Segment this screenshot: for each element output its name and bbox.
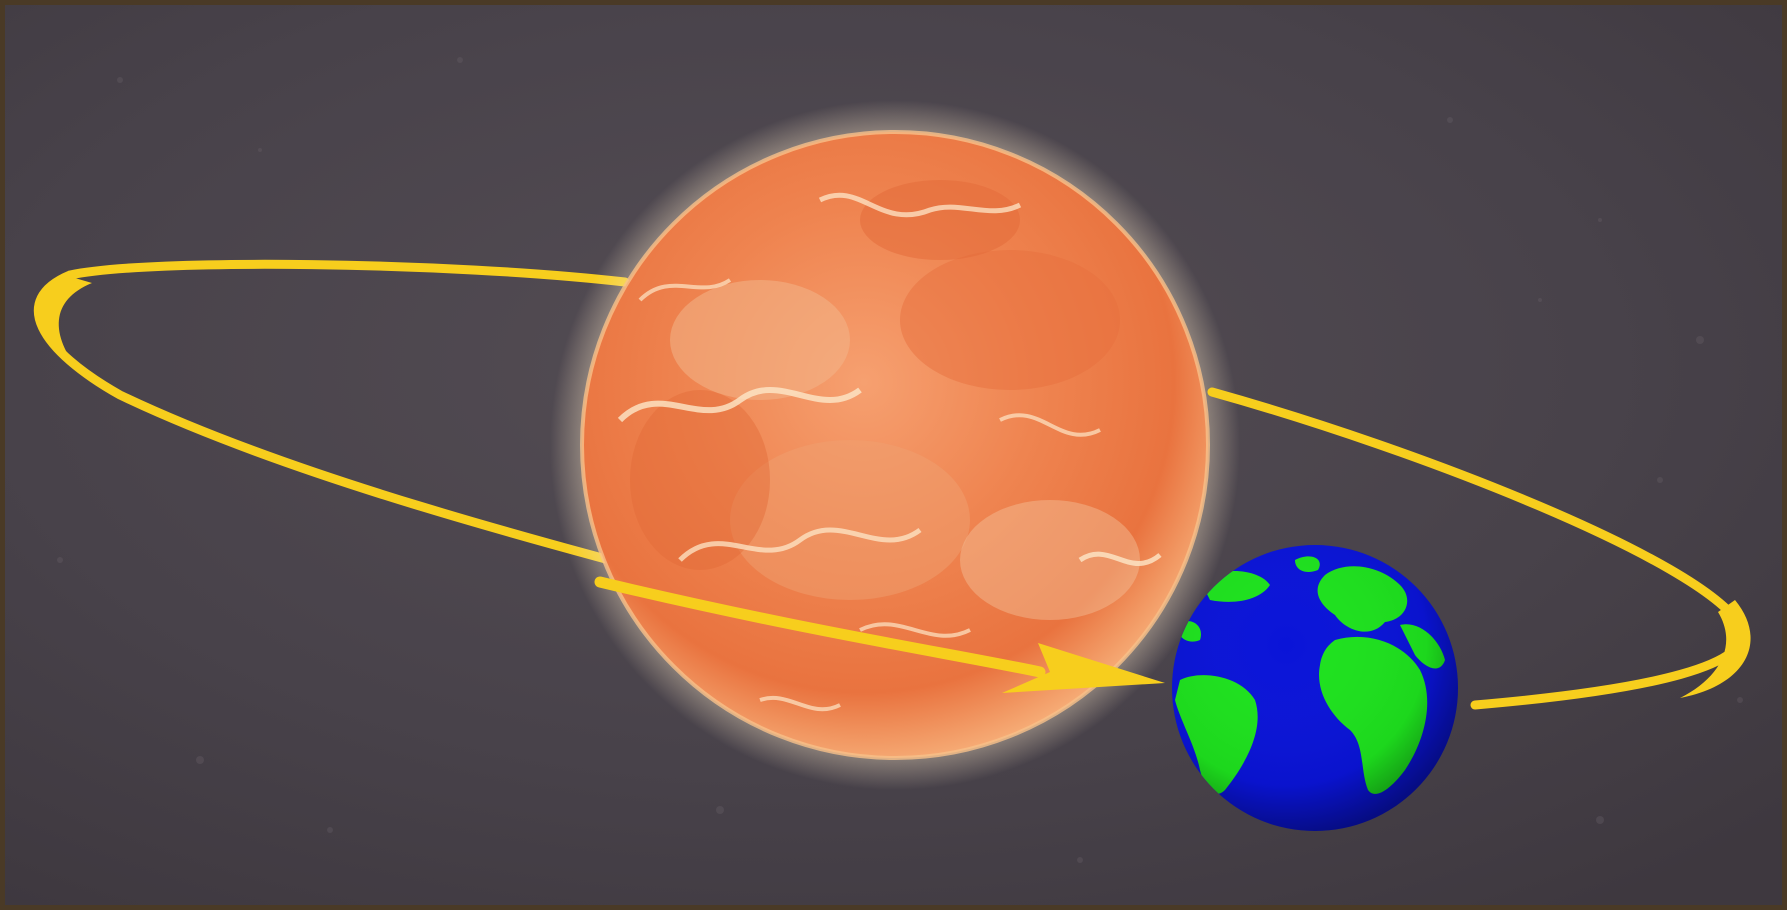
orbit-path-to-arrow (594, 576, 1046, 678)
sun-texture (617, 180, 1162, 712)
orbit-front (594, 387, 1751, 710)
earth-shading (1172, 545, 1458, 831)
dust-speckles (57, 57, 1743, 863)
orbit-arrowhead (1002, 643, 1165, 693)
earth-globe-icon (1172, 545, 1458, 831)
sun-icon (550, 100, 1240, 790)
orbit-left-bulge (37, 276, 92, 372)
sun-rim (580, 130, 1210, 760)
orbit-right-bulge (1680, 600, 1751, 698)
